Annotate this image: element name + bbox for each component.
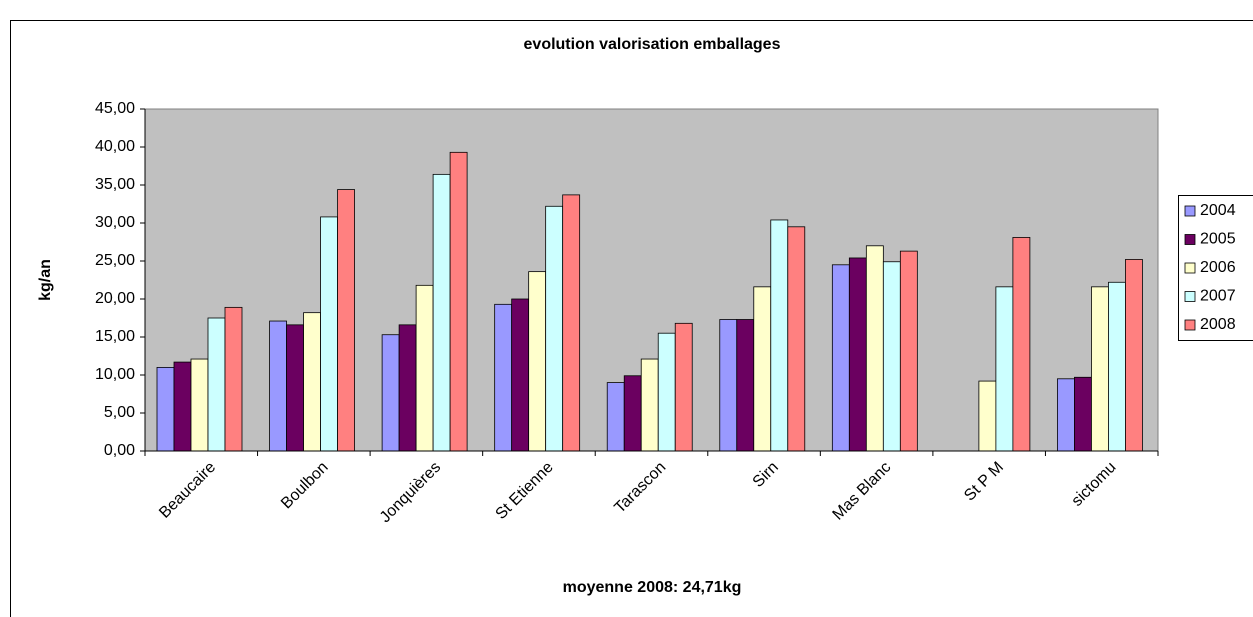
bar: [303, 312, 321, 452]
legend-swatch: [1184, 319, 1196, 331]
bar: [381, 334, 400, 452]
legend-label: 2004: [1200, 202, 1236, 219]
bar: [320, 216, 338, 452]
legend-label: 2006: [1200, 259, 1236, 276]
bar: [173, 361, 192, 452]
bar: [449, 151, 468, 452]
bar: [831, 264, 850, 452]
bar: [882, 261, 901, 452]
bar: [528, 271, 547, 452]
bar: [1057, 378, 1075, 452]
y-tick-label: 0,00: [104, 442, 135, 459]
bar: [190, 358, 209, 452]
legend-label: 2007: [1200, 288, 1236, 305]
y-tick-label: 45,00: [95, 100, 135, 117]
bar: [511, 298, 530, 452]
legend-swatch: [1184, 262, 1196, 274]
legend-label: 2008: [1200, 316, 1236, 333]
bar: [865, 245, 884, 452]
bar: [224, 306, 243, 452]
bar: [337, 189, 355, 452]
legend-swatch: [1184, 205, 1196, 217]
bar: [415, 284, 434, 452]
bar: [736, 319, 755, 452]
x-axis-label: moyenne 2008: 24,71kg: [563, 579, 742, 596]
y-tick-label: 30,00: [95, 214, 135, 231]
y-tick-label: 15,00: [95, 328, 135, 345]
legend-swatch: [1184, 234, 1196, 245]
legend-label: 2005: [1200, 231, 1236, 248]
bar: [1074, 376, 1092, 452]
bar: [562, 194, 581, 452]
bar: [1125, 259, 1143, 452]
bar: [269, 320, 287, 452]
bar: [995, 286, 1014, 452]
bar: [207, 317, 226, 452]
bar: [494, 303, 513, 452]
bar: [545, 205, 564, 452]
bar: [1091, 286, 1109, 452]
bar: [657, 332, 676, 452]
bar: [623, 375, 642, 452]
bar: [398, 324, 417, 452]
bar: [286, 324, 304, 452]
bar: [770, 219, 789, 452]
bar: [787, 226, 806, 452]
bar: [1012, 237, 1031, 452]
bar: [899, 250, 918, 452]
bar: [156, 366, 175, 452]
bar: [848, 257, 867, 452]
bar: [978, 380, 997, 452]
y-tick-label: 20,00: [95, 290, 135, 307]
y-tick-label: 40,00: [95, 138, 135, 155]
bar: [1108, 281, 1126, 452]
y-tick-label: 35,00: [95, 176, 135, 193]
bar: [674, 322, 693, 452]
bar: [640, 358, 659, 452]
bar: [606, 382, 625, 452]
bar: [753, 286, 772, 452]
y-tick-label: 25,00: [95, 252, 135, 269]
chart-title: evolution valorisation emballages: [524, 36, 781, 53]
legend-swatch: [1184, 291, 1196, 302]
y-tick-label: 10,00: [95, 366, 135, 383]
y-tick-label: 5,00: [104, 404, 135, 421]
bar: [432, 173, 451, 452]
bar: [719, 319, 738, 452]
y-axis-label: kg/an: [37, 259, 54, 301]
